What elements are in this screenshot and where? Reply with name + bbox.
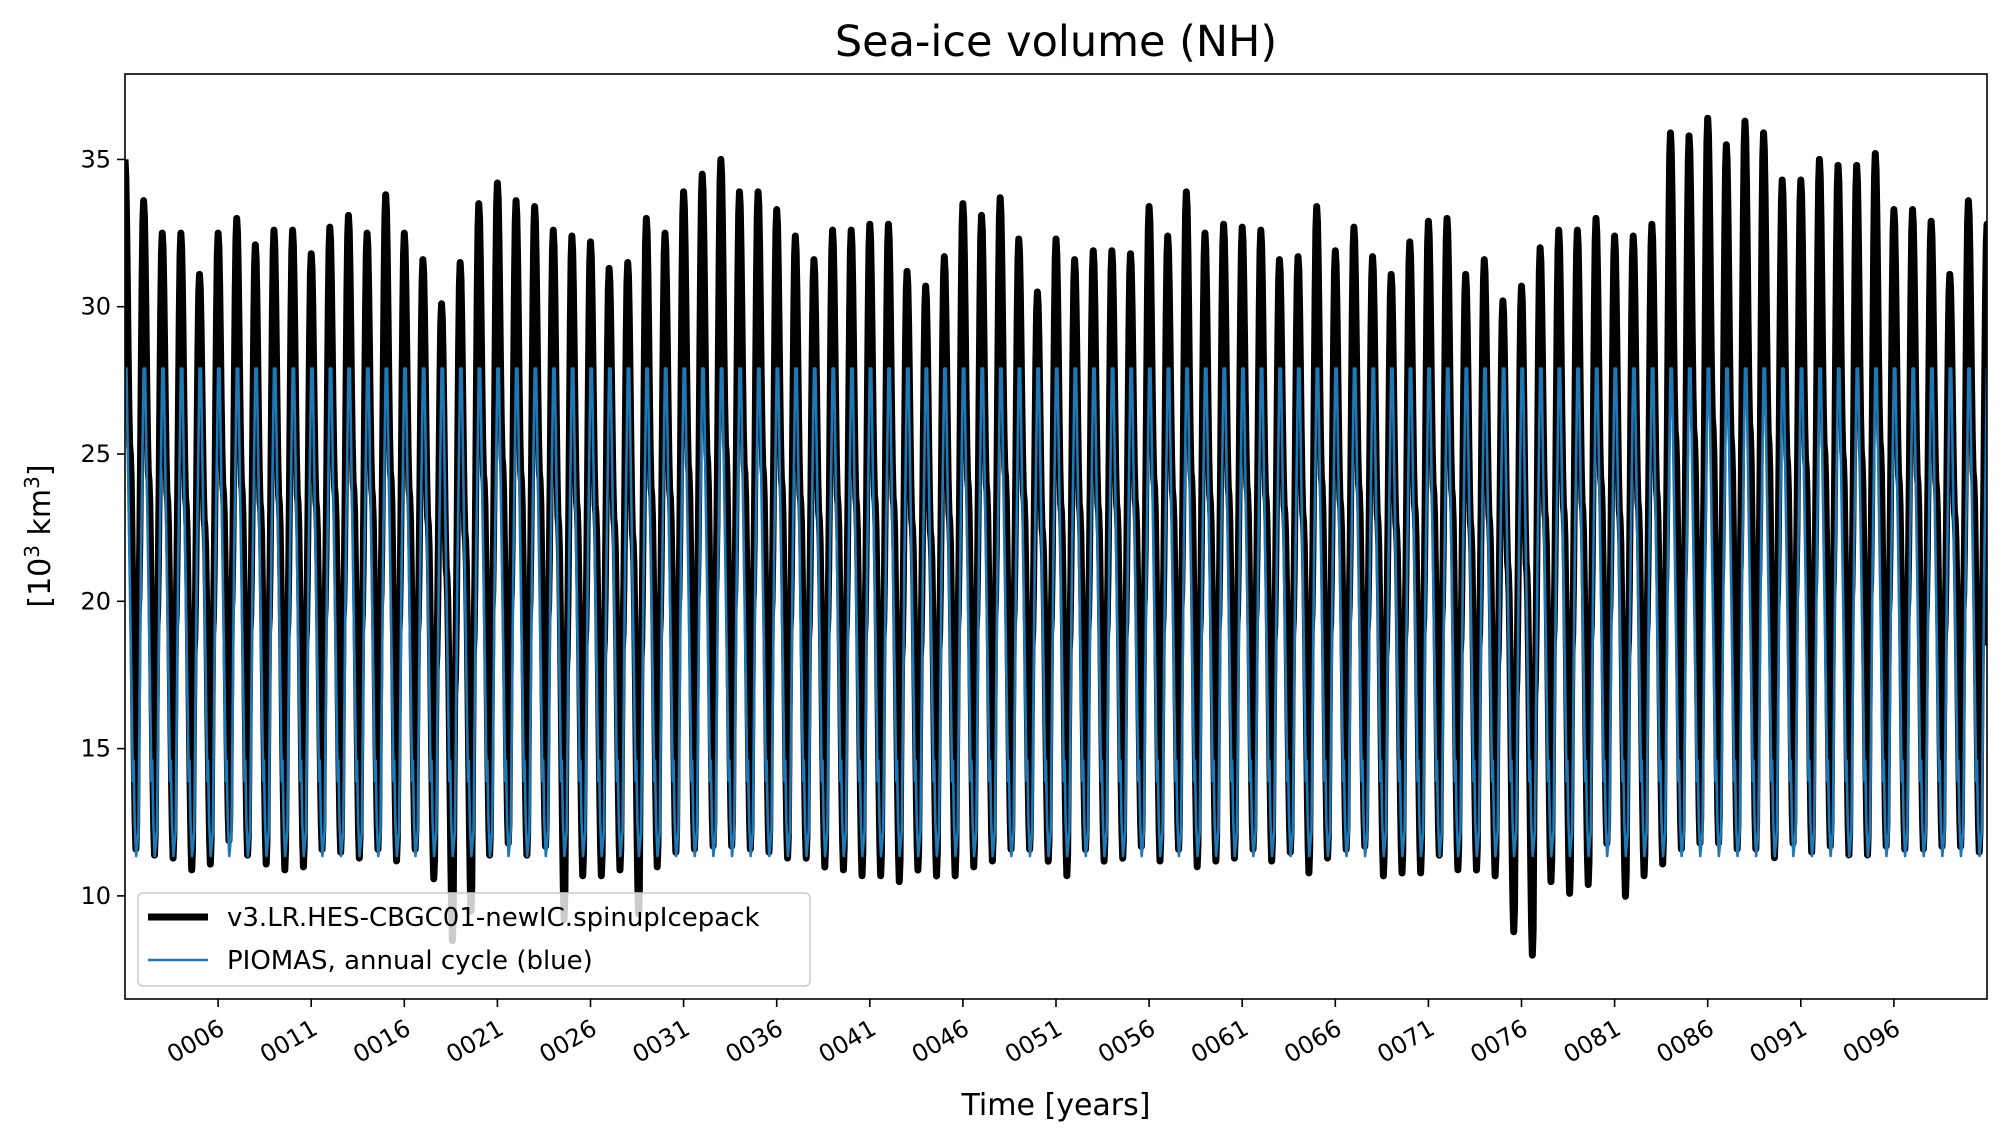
series-layer <box>125 114 1987 959</box>
y-tick-label: 20 <box>80 587 111 615</box>
legend-box <box>137 892 811 987</box>
x-tick-label: 0061 <box>1186 1014 1253 1069</box>
x-tick-label: 0011 <box>255 1014 322 1069</box>
y-axis-label-sup: 3 <box>20 545 44 558</box>
x-tick-label: 0021 <box>442 1014 509 1069</box>
y-axis-label: [103 km3] <box>20 464 58 607</box>
x-tick-label: 0091 <box>1745 1014 1812 1069</box>
x-tick-label: 0081 <box>1559 1014 1626 1069</box>
chart-title: Sea-ice volume (NH) <box>835 17 1277 67</box>
y-tick-label: 10 <box>80 882 111 910</box>
x-axis-label: Time [years] <box>961 1088 1151 1123</box>
y-axis-label-part: km <box>23 489 58 545</box>
y-axis-label-part: [10 <box>23 558 58 608</box>
y-axis-label-sup: 3 <box>20 476 44 489</box>
legend-label-model: v3.LR.HES-CBGC01-newIC.spinupIcepack <box>227 903 760 933</box>
y-tick-label: 15 <box>80 735 111 763</box>
x-tick-label: 0051 <box>1000 1014 1067 1069</box>
x-tick-label: 0056 <box>1093 1014 1160 1069</box>
x-tick-label: 0066 <box>1279 1014 1346 1069</box>
legend: v3.LR.HES-CBGC01-newIC.spinupIcepack PIO… <box>137 892 811 987</box>
x-tick-label: 0026 <box>535 1014 602 1069</box>
x-tick-label: 0016 <box>348 1014 415 1069</box>
y-tick-label: 30 <box>80 293 111 321</box>
x-tick-label: 0006 <box>162 1014 229 1069</box>
x-tick-label: 0096 <box>1838 1014 1905 1069</box>
x-tick-label: 0041 <box>814 1014 881 1069</box>
x-tick-label: 0046 <box>907 1014 974 1069</box>
x-tick-label: 0086 <box>1652 1014 1719 1069</box>
legend-label-piomas: PIOMAS, annual cycle (blue) <box>227 946 593 976</box>
y-tick-label: 35 <box>80 145 111 173</box>
x-tick-label: 0076 <box>1466 1014 1533 1069</box>
x-tick-label: 0071 <box>1373 1014 1440 1069</box>
x-axis: 0006 0011 0016 0021 0026 0031 0036 0041 0046 0051… <box>162 999 1905 1069</box>
y-axis-label-part: ] <box>23 464 58 476</box>
y-axis: 10 15 20 25 30 35 <box>80 145 125 910</box>
series-line-piomas <box>125 367 1987 858</box>
x-tick-label: 0036 <box>721 1014 788 1069</box>
y-tick-label: 25 <box>80 440 111 468</box>
x-tick-label: 0031 <box>628 1014 695 1069</box>
